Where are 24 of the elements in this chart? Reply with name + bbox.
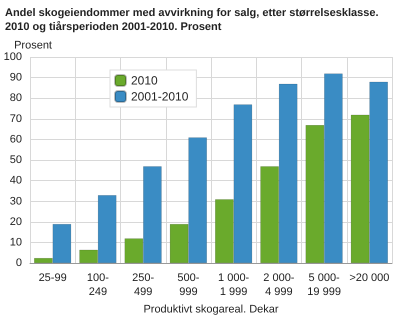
y-tick-label: 100 [4, 51, 22, 63]
x-tick-label: 5 000- 19 999 [307, 272, 341, 298]
x-tick-label: 500- 999 [177, 272, 200, 298]
y-tick-label: 10 [10, 236, 22, 248]
x-tick-label: >20 000 [349, 272, 390, 284]
y-tick-label: 40 [10, 174, 22, 187]
legend-label: 2010 [131, 74, 158, 88]
x-axis-title: Produktivt skogareal. Dekar [143, 304, 279, 316]
y-tick-label: 90 [10, 72, 22, 84]
legend-label: 2001-2010 [131, 90, 189, 104]
y-tick-label: 0 [16, 257, 22, 270]
x-tick-label: 25-99 [38, 272, 67, 284]
x-tick-label: 2 000- 4 999 [263, 272, 295, 298]
chart-title: Andel skogeiendommer med avvirkning for salg, etter størrelsesklasse. 2010 og tiårsperioden 2001-2010. Prosent [5, 7, 382, 33]
y-tick-label: 20 [10, 216, 22, 228]
y-tick-label: 80 [10, 92, 22, 104]
x-tick-label: 100- 249 [86, 272, 110, 298]
y-tick-label: 30 [10, 195, 22, 208]
y-tick-label: 70 [10, 112, 22, 125]
y-tick-label: 50 [10, 154, 22, 166]
x-tick-label: 1 000- 1 999 [218, 272, 250, 298]
y-tick-label: 60 [10, 133, 22, 146]
y-axis-title: Prosent [14, 40, 52, 52]
x-tick-label: 250- 499 [132, 272, 154, 298]
